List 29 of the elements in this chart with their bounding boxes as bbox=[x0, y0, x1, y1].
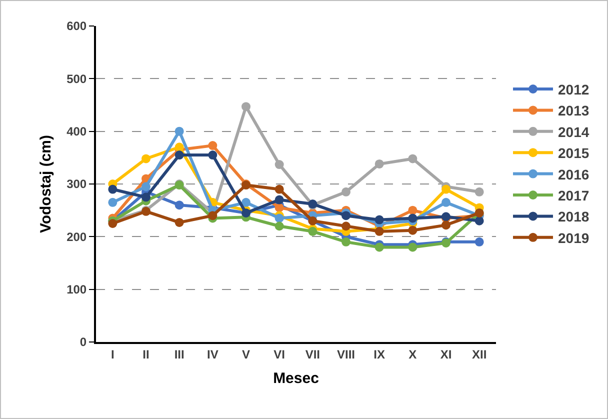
legend-label: 2014 bbox=[558, 124, 590, 140]
y-tick-label: 400 bbox=[66, 124, 87, 139]
x-axis-title: Mesec bbox=[273, 370, 319, 387]
x-tick-label: II bbox=[142, 347, 150, 362]
legend-label: 2013 bbox=[558, 102, 590, 119]
x-tick-label: VIII bbox=[336, 347, 356, 362]
x-tick-label: VI bbox=[274, 347, 285, 362]
y-tick-label: 200 bbox=[66, 230, 87, 244]
x-tick-label: XI bbox=[440, 347, 452, 362]
y-tick-label: 100 bbox=[66, 282, 87, 297]
x-tick-label: III bbox=[174, 347, 184, 362]
y-axis-title: Vodostaj (cm) bbox=[37, 134, 54, 234]
x-tick-label: I bbox=[111, 347, 114, 362]
x-tick-label: X bbox=[408, 347, 417, 362]
x-tick-label: VII bbox=[305, 347, 320, 362]
legend-label: 2012 bbox=[558, 81, 590, 98]
x-tick-label: V bbox=[242, 347, 250, 362]
y-tick-label: 300 bbox=[66, 177, 87, 192]
x-tick-label: IX bbox=[374, 347, 385, 362]
legend-label: 2017 bbox=[558, 187, 590, 204]
legend-label: 2015 bbox=[558, 145, 590, 162]
y-tick-label: 0 bbox=[80, 335, 87, 350]
x-tick-label: XII bbox=[472, 347, 487, 362]
x-tick-label: IV bbox=[207, 347, 218, 362]
y-tick-label: 600 bbox=[66, 19, 87, 34]
y-tick-label: 500 bbox=[66, 72, 87, 86]
legend-label: 2019 bbox=[558, 230, 590, 246]
legend-label: 2016 bbox=[558, 166, 590, 182]
legend-label: 2018 bbox=[558, 208, 590, 225]
